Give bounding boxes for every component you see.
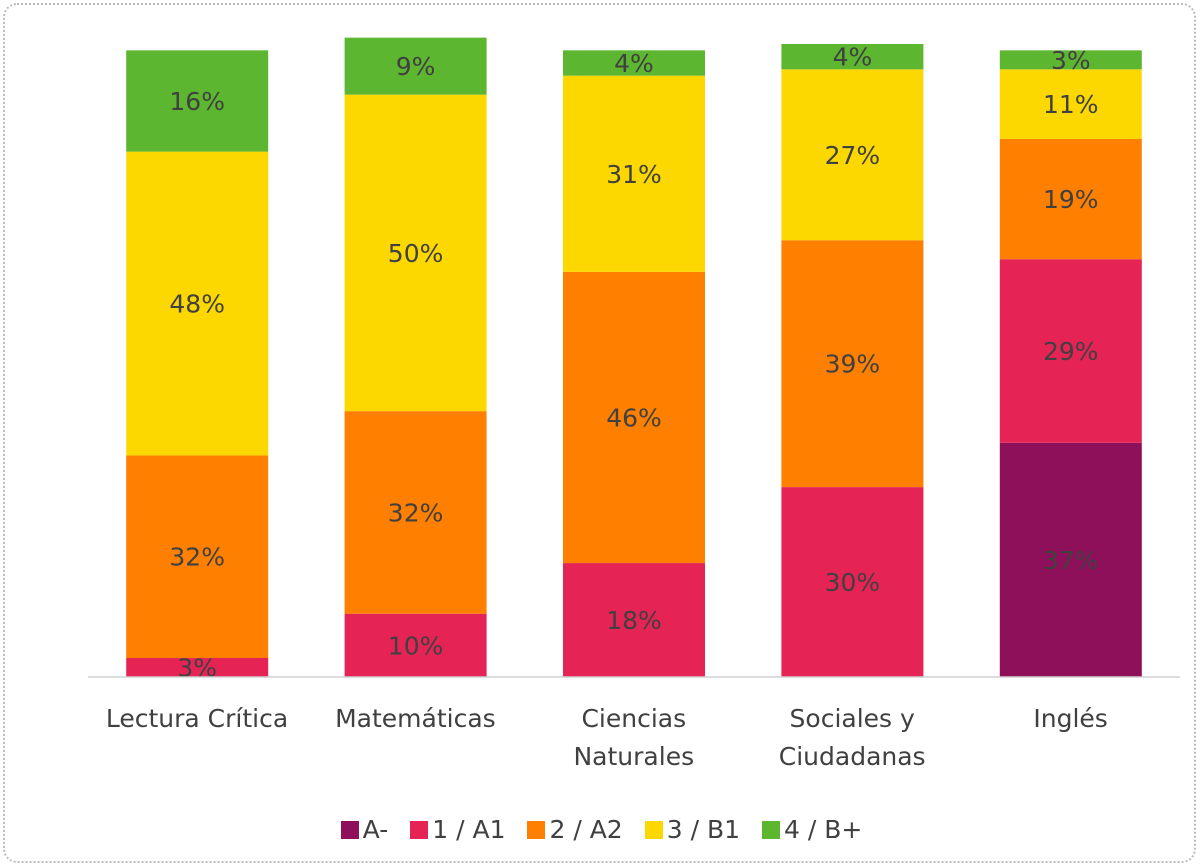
x-tick-label: Sociales y Ciudadanas: [778, 704, 926, 771]
data-label: 3%: [1051, 46, 1091, 75]
legend-swatch: [527, 820, 546, 839]
bar-segment: [126, 658, 269, 677]
bar-segment: [126, 50, 269, 152]
bar-segment: [563, 75, 705, 272]
data-label: 4%: [833, 43, 873, 72]
legend-swatch: [762, 820, 780, 839]
bar-segment: [781, 240, 924, 488]
bar-segment: [344, 613, 487, 677]
bar-segment: [781, 44, 924, 70]
legend-label: 1 / A1: [432, 815, 506, 844]
bar-segment: [344, 411, 487, 614]
legend-swatch: [410, 820, 429, 839]
bar-segment: [126, 455, 269, 659]
legend-label: 4 / B+: [784, 815, 863, 844]
data-label: 32%: [169, 543, 225, 572]
legend-item: 3 / B1: [644, 815, 740, 844]
legend-label: A-: [362, 815, 389, 844]
data-label: 16%: [169, 87, 225, 116]
bar-segment: [999, 259, 1142, 443]
bar-segment: [781, 69, 924, 241]
legend-item: 2 / A2: [527, 815, 623, 844]
legend-swatch: [644, 820, 663, 839]
bar-segment: [999, 69, 1142, 139]
legend-item: 4 / B+: [762, 815, 862, 844]
bar-segment: [999, 50, 1142, 70]
data-label: 9%: [396, 52, 436, 81]
legend: A- 1 / A1 2 / A2 3 / B1 4 / B+: [0, 815, 1203, 844]
data-label: 10%: [388, 631, 444, 660]
bar-segment: [563, 50, 705, 76]
x-tick-label: Lectura Crítica: [105, 704, 289, 733]
data-label: 30%: [825, 568, 881, 597]
bar-segment: [563, 563, 705, 677]
data-label: 32%: [388, 498, 444, 527]
data-label: 31%: [606, 160, 662, 189]
data-label: 50%: [388, 239, 444, 268]
data-label: 29%: [1043, 337, 1099, 366]
data-label: 37%: [1043, 546, 1099, 575]
legend-item: 1 / A1: [410, 815, 505, 844]
bar-segment: [344, 94, 487, 412]
data-label: 19%: [1043, 185, 1099, 214]
data-label: 39%: [825, 350, 881, 379]
data-label: 27%: [825, 141, 881, 170]
data-label: 4%: [614, 49, 654, 78]
data-label: 48%: [169, 290, 225, 319]
bar-segment: [999, 442, 1142, 677]
x-tick-label: Inglés: [1033, 704, 1108, 733]
bar-segment: [781, 487, 924, 677]
data-label: 18%: [606, 606, 662, 635]
bar-segment: [563, 271, 705, 564]
data-label: 46%: [606, 403, 662, 432]
data-label: 11%: [1043, 90, 1099, 119]
legend-label: 2 / A2: [549, 815, 623, 844]
x-tick-label: Ciencias Naturales: [573, 704, 695, 771]
bar-segment: [126, 151, 269, 456]
legend-label: 3 / B1: [666, 815, 740, 844]
x-tick-label: Matemáticas: [335, 704, 496, 733]
frame: [3, 3, 1196, 863]
bar-segment: [344, 37, 487, 95]
legend-item: A-: [340, 815, 389, 844]
bar-segment: [999, 138, 1142, 260]
legend-swatch: [340, 820, 359, 839]
